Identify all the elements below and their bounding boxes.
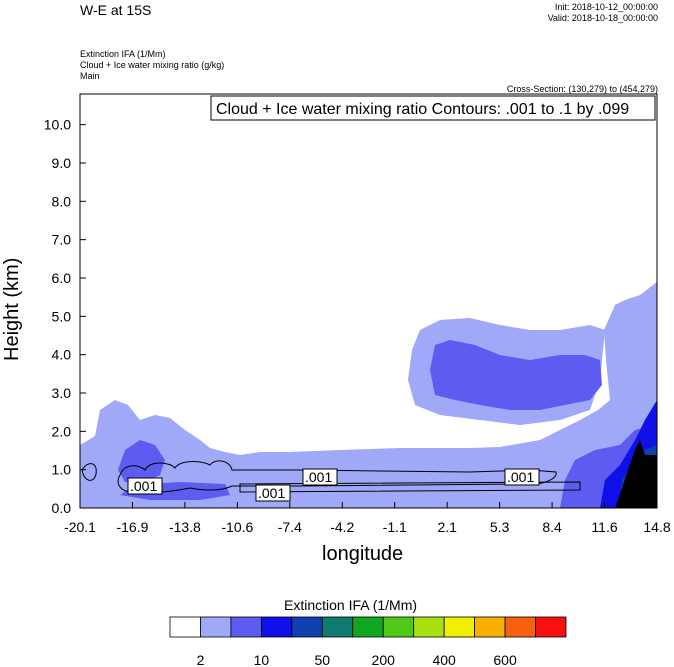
init-time: Init: 2018-10-12_00:00:00 xyxy=(554,2,658,12)
y-tick-label: 9.0 xyxy=(52,155,72,171)
colorbar-title: Extinction IFA (1/Mm) xyxy=(284,597,418,613)
contour-label-box xyxy=(255,484,291,502)
x-tick-label: -20.1 xyxy=(64,519,96,535)
colorbar-tick-label: 10 xyxy=(254,652,270,667)
x-tick-label: -13.8 xyxy=(169,519,201,535)
colorbar-swatch xyxy=(169,616,201,638)
extinction-fill xyxy=(80,282,657,508)
x-tick-label: -10.6 xyxy=(221,519,253,535)
field-name-extinction: Extinction IFA (1/Mm) xyxy=(80,49,166,59)
x-tick-label: 8.4 xyxy=(542,519,562,535)
colorbar-tick-label: 600 xyxy=(493,652,517,667)
colorbar: 2 10 50 200 400 600 xyxy=(169,616,567,667)
contour-info-text: Cloud + Ice water mixing ratio Contours:… xyxy=(216,101,629,118)
colorbar-swatch xyxy=(260,616,293,638)
extinction-level-mid xyxy=(430,340,602,410)
colorbar-tick-label: 2 xyxy=(197,652,205,667)
x-tick-label: -1.1 xyxy=(383,519,407,535)
y-tick-label: 7.0 xyxy=(52,232,72,248)
field-name-main: Main xyxy=(80,71,100,81)
plot-title: W-E at 15S xyxy=(80,2,152,18)
colorbar-swatch xyxy=(321,616,354,638)
colorbar-swatch xyxy=(382,616,415,638)
y-tick-label: 5.0 xyxy=(52,308,72,324)
x-axis-title: longitude xyxy=(322,543,404,565)
colorbar-swatch xyxy=(443,616,476,638)
x-tick-label: -4.2 xyxy=(330,519,354,535)
contour-line xyxy=(81,463,97,481)
y-tick-label: 1.0 xyxy=(52,462,72,478)
contour-label-value: .001 xyxy=(305,469,332,485)
colorbar-swatch xyxy=(291,616,323,638)
cross-section-label: Cross-Section: (130,279) to (454,279) xyxy=(506,84,658,94)
colorbar-swatch xyxy=(413,616,445,638)
colorbar-swatch xyxy=(352,616,384,638)
contour-label-value: .001 xyxy=(130,478,157,494)
y-tick-label: 8.0 xyxy=(52,193,72,209)
field-name-mixing-ratio: Cloud + Ice water mixing ratio (g/kg) xyxy=(80,60,225,70)
extinction-level-light xyxy=(80,282,657,508)
y-tick-label: 0.0 xyxy=(52,500,72,516)
x-tick-label: -16.9 xyxy=(116,519,148,535)
x-tick-label: 11.6 xyxy=(591,519,617,535)
plot-frame xyxy=(79,93,658,509)
x-axis: -20.1 -16.9 -13.8 -10.6 -7.4 -4.2 -1.1 2.1 5.3 8.… xyxy=(64,502,671,535)
y-tick-label: 10.0 xyxy=(44,117,71,133)
x-tick-label: 5.3 xyxy=(490,519,510,535)
colorbar-tick-label: 200 xyxy=(372,652,396,667)
contour-label-value: .001 xyxy=(258,485,285,501)
contour-label-box xyxy=(504,468,540,486)
x-tick-label: -7.4 xyxy=(278,519,302,535)
valid-time: Valid: 2018-10-18_00:00:00 xyxy=(547,13,658,23)
colorbar-swatch xyxy=(504,616,536,638)
contour-label-value: .001 xyxy=(507,469,534,485)
y-tick-label: 4.0 xyxy=(52,347,72,363)
x-tick-label: 2.1 xyxy=(437,519,457,535)
y-tick-label: 6.0 xyxy=(52,270,72,286)
y-axis: 0.0 1.0 2.0 3.0 4.0 5.0 6.0 7.0 8.0 9.0 10.0 xyxy=(44,117,86,516)
colorbar-tick-label: 400 xyxy=(432,652,456,667)
contour-label-box xyxy=(127,477,163,495)
x-tick-label: 14.8 xyxy=(643,519,670,535)
extinction-level-mid-left xyxy=(118,440,165,482)
y-tick-label: 2.0 xyxy=(52,423,72,439)
contour-labels: .001 .001 .001 .001 xyxy=(127,468,540,502)
y-tick-label: 3.0 xyxy=(52,385,72,401)
colorbar-tick-label: 50 xyxy=(315,652,331,667)
contour-label-box xyxy=(302,468,338,486)
colorbar-swatch xyxy=(230,616,262,638)
y-axis-title: Height (km) xyxy=(1,257,23,361)
terrain xyxy=(615,440,657,508)
colorbar-swatch xyxy=(474,616,506,638)
contour-line xyxy=(239,481,581,493)
contour-info-box xyxy=(210,95,656,121)
colorbar-swatch xyxy=(535,616,567,638)
colorbar-swatch xyxy=(200,616,232,638)
